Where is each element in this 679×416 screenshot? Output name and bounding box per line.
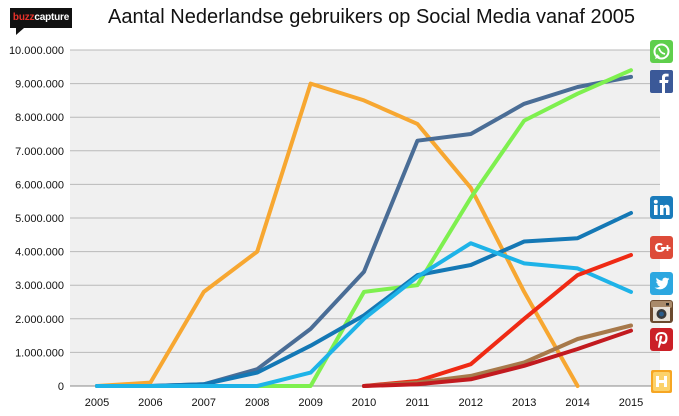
x-tick-label: 2012 — [459, 397, 483, 409]
x-tick-label: 2009 — [298, 397, 322, 409]
x-tick-label: 2008 — [245, 397, 269, 409]
y-tick-label: 4.000.000 — [15, 247, 64, 259]
x-tick-label: 2015 — [619, 397, 643, 409]
y-tick-label: 1.000.000 — [15, 347, 64, 359]
y-tick-label: 2.000.000 — [15, 314, 64, 326]
y-tick-label: 7.000.000 — [15, 146, 64, 158]
x-tick-label: 2013 — [512, 397, 536, 409]
buzzcapture-logo: buzzcapture — [10, 8, 72, 28]
whatsapp-icon — [650, 40, 673, 63]
y-tick-label: 8.000.000 — [15, 112, 64, 124]
y-tick-label: 5.000.000 — [15, 213, 64, 225]
hyves-icon — [651, 370, 672, 393]
y-axis-ticks: 0 1.000.000 2.000.000 3.000.000 4.000.000 5.0… — [9, 45, 64, 393]
x-tick-label: 2006 — [138, 397, 162, 409]
x-axis-ticks: 2005 2006 2007 2008 2009 2010 2011 2012 2013 2014… — [85, 397, 643, 409]
series-line-twitter — [95, 241, 633, 388]
chart-title: Aantal Nederlandse gebruikers op Social … — [108, 6, 636, 28]
series-lines — [95, 68, 633, 388]
pinterest-icon — [650, 328, 673, 351]
googleplus-icon — [650, 236, 673, 259]
logo-tail — [16, 28, 24, 35]
logo-suffix: capture — [34, 12, 70, 23]
x-tick-label: 2005 — [85, 397, 109, 409]
y-tick-label: 9.000.000 — [15, 79, 64, 91]
y-tick-label: 0 — [58, 381, 64, 393]
gridlines — [70, 49, 660, 353]
x-tick-label: 2014 — [565, 397, 589, 409]
logo-prefix: buzz — [12, 12, 35, 23]
x-tick-label: 2007 — [192, 397, 216, 409]
linkedin-icon — [650, 196, 673, 219]
y-tick-label: 6.000.000 — [15, 179, 64, 191]
x-tick-label: 2010 — [352, 397, 376, 409]
instagram-icon — [650, 300, 673, 323]
twitter-icon — [650, 272, 673, 295]
series-line-hyves — [95, 81, 580, 388]
y-tick-label: 3.000.000 — [15, 280, 64, 292]
x-tick-label: 2011 — [406, 397, 430, 409]
y-tick-label: 10.000.000 — [9, 45, 64, 57]
facebook-icon — [650, 70, 673, 93]
series-line-pinterest — [362, 328, 633, 388]
